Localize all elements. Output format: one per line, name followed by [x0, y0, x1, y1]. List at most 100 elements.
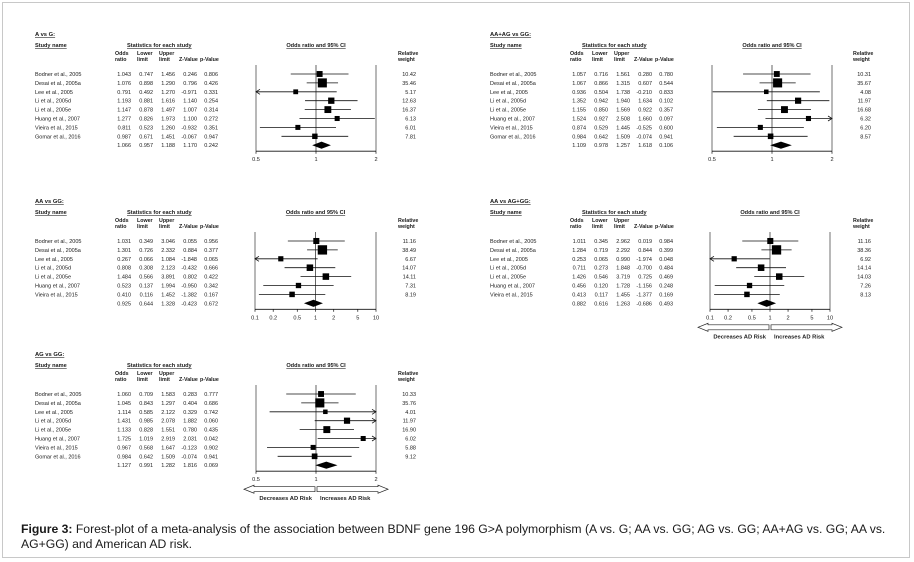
study-row: Lee et al., 2005 0.936 0.504 1.738 -0.210 0.8… [490, 89, 871, 96]
header-col-1-line2: ratio [115, 224, 127, 230]
study-weight: 14.11 [403, 275, 416, 281]
x-tick-label: 2 [374, 477, 377, 483]
study-weight: 38.36 [857, 248, 871, 254]
study-value: 0.102 [659, 99, 673, 105]
pooled-value: 0.925 [117, 301, 131, 307]
study-weight: 11.97 [858, 99, 871, 105]
study-square [322, 273, 330, 280]
study-value: 0.377 [204, 248, 218, 254]
header-col-1: Odds [115, 371, 129, 377]
header-study-name: Study name [35, 210, 67, 216]
header-weight: weight [397, 377, 415, 383]
study-value: 1.431 [117, 419, 131, 425]
study-value: 0.796 [183, 81, 197, 87]
study-value: 0.568 [139, 445, 153, 451]
study-value: 0.936 [572, 90, 586, 96]
study-value: 0.529 [594, 125, 608, 131]
study-weight: 10.31 [857, 72, 871, 78]
study-name: Bodner et al., 2005 [490, 239, 536, 245]
study-name: Desai et al., 2005a [490, 81, 537, 87]
study-square [316, 71, 323, 77]
header-z-value: Z-Value [179, 224, 198, 230]
pooled-value: -0.423 [181, 301, 197, 307]
header-col-1-line2: ratio [115, 377, 127, 383]
study-name: Vieira et al., 2015 [35, 125, 78, 131]
study-value: 0.726 [139, 248, 153, 254]
study-value: -0.074 [636, 134, 652, 140]
study-value: 1.738 [616, 90, 630, 96]
header-p-value: p-Value [200, 57, 219, 63]
pooled-value: 1.066 [117, 143, 131, 149]
study-value: 2.508 [616, 117, 630, 123]
study-square [757, 124, 763, 130]
study-value: 2.292 [616, 248, 630, 254]
study-value: 1.728 [616, 284, 630, 290]
study-value: 1.301 [117, 248, 131, 254]
study-value: 0.828 [139, 428, 153, 434]
header-col-3-line2: limit [159, 57, 170, 63]
header-relative: Relative [853, 51, 873, 57]
study-value: 2.123 [161, 266, 175, 272]
x-tick-label: 1 [314, 477, 317, 483]
x-tick-label: 5 [810, 315, 813, 321]
study-row: Vieira et al., 2015 0.413 0.117 1.455 -1.377… [490, 291, 871, 298]
study-value: 0.747 [139, 72, 153, 78]
study-value: 1.426 [572, 275, 586, 281]
study-value: 0.349 [139, 239, 153, 245]
study-weight: 35.76 [402, 401, 416, 407]
study-weight: 14.07 [402, 266, 416, 272]
study-weight: 38.49 [402, 248, 416, 254]
study-row: Li et al., 2005d 1.352 0.942 1.940 1.634 0.10… [490, 97, 871, 105]
study-value: -0.700 [636, 266, 652, 272]
pooled-value: 1.328 [161, 301, 175, 307]
x-tick-label: 1 [768, 315, 771, 321]
study-value: 0.544 [659, 81, 673, 87]
study-row: Bodner et al., 2005 1.043 0.747 1.456 0.246 0… [35, 71, 416, 78]
study-name: Li et al., 2005d [490, 266, 526, 272]
header-col-3: Upper [159, 371, 174, 377]
study-value: 0.351 [204, 125, 218, 131]
header-z-value: Z-Value [634, 224, 653, 230]
study-value: -1.377 [636, 292, 652, 298]
study-value: 0.808 [117, 266, 131, 272]
forest-panel-5: AG vs GG: Study name Statistics for each s… [35, 352, 418, 502]
study-weight: 11.16 [858, 239, 871, 245]
header-or-ci: Odds ratio and 95% CI [740, 210, 800, 216]
study-name: Bodner et al., 2005 [35, 392, 81, 398]
panel-title: AA+AG vs GG: [490, 32, 531, 38]
x-tick-label: 10 [373, 315, 379, 321]
study-value: 0.566 [139, 275, 153, 281]
study-weight: 16.90 [402, 428, 416, 434]
study-square [328, 97, 335, 104]
study-value: 0.927 [594, 117, 608, 123]
decrease-risk-arrow [243, 484, 316, 494]
study-name: Li et al., 2005e [490, 108, 526, 114]
x-tick-label: 1 [314, 315, 317, 321]
pooled-value: 1.109 [572, 143, 586, 149]
study-value: 1.455 [616, 292, 630, 298]
study-value: -1.974 [636, 257, 652, 263]
study-value: 0.902 [204, 445, 218, 451]
study-value: -0.950 [181, 284, 197, 290]
study-square [767, 237, 774, 245]
study-value: 0.716 [594, 72, 608, 78]
study-value: 0.060 [204, 419, 218, 425]
study-value: 0.826 [139, 117, 153, 123]
study-value: -0.525 [636, 125, 652, 131]
study-weight: 6.67 [405, 257, 416, 263]
study-square [317, 78, 327, 88]
study-value: 0.802 [183, 275, 197, 281]
study-weight: 6.92 [860, 257, 871, 263]
study-row: Desai et al., 2005a 1.301 0.726 2.332 0.884 0… [35, 245, 416, 255]
study-value: 1.647 [161, 445, 175, 451]
study-row: Li et al., 2005d 0.711 0.273 1.848 -0.700 0.4… [490, 264, 871, 272]
pooled-value: 1.618 [638, 143, 652, 149]
study-name: Lee et al., 2005 [35, 90, 73, 96]
study-value: 1.011 [573, 239, 586, 245]
study-value: 0.711 [573, 266, 586, 272]
study-weight: 5.17 [405, 90, 416, 96]
forest-panel-3: AA vs GG: Study name Statistics for each s… [35, 199, 418, 321]
study-value: 0.248 [659, 284, 673, 290]
study-row: Lee et al., 2005 0.267 0.066 1.084 -1.848 0.0… [35, 255, 416, 263]
study-value: 0.942 [594, 99, 608, 105]
